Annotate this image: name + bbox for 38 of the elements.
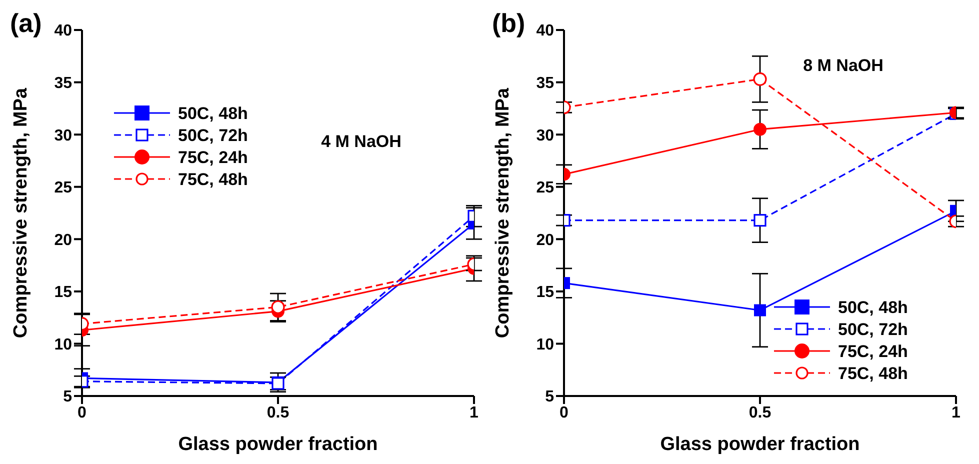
x-tick-label: 0 [78, 404, 87, 422]
legend-label: 50C, 72h [178, 126, 248, 145]
x-tick-label: 0.5 [748, 404, 772, 422]
y-tick-label: 20 [54, 232, 72, 249]
x-tick-label: 1 [952, 404, 961, 422]
y-tick-label: 20 [536, 232, 554, 249]
y-tick-label: 15 [54, 284, 72, 302]
legend-label: 50C, 72h [838, 320, 908, 339]
x-axis-title: Glass powder fraction [178, 434, 378, 455]
legend-label: 75C, 24h [838, 342, 908, 361]
legend-label: 75C, 48h [178, 170, 248, 189]
y-tick-label: 40 [54, 22, 72, 40]
annotation: 4 M NaOH [321, 132, 402, 152]
y-tick-label: 5 [545, 388, 554, 406]
y-tick-label: 40 [536, 22, 554, 40]
y-tick-label: 10 [536, 336, 554, 354]
x-axis-title: Glass powder fraction [660, 434, 860, 455]
y-axis-title: Compressive strength, MPa [10, 87, 32, 338]
legend-label: 75C, 24h [178, 148, 248, 167]
legend-label: 75C, 48h [838, 364, 908, 383]
y-tick-label: 15 [536, 284, 554, 302]
annotation: 8 M NaOH [803, 56, 884, 76]
y-axis-title: Compressive strength, MPa [492, 87, 514, 338]
y-tick-label: 30 [536, 127, 554, 144]
x-tick-label: 1 [470, 404, 479, 422]
y-tick-label: 5 [63, 388, 72, 406]
legend-label: 50C, 48h [838, 298, 908, 317]
chart-title: (a) [10, 8, 42, 39]
y-tick-label: 35 [536, 74, 554, 92]
y-tick-label: 30 [54, 127, 72, 144]
y-tick-label: 10 [54, 336, 72, 354]
y-tick-label: 25 [54, 180, 72, 197]
x-tick-label: 0.5 [266, 404, 290, 422]
chart-title: (b) [492, 8, 526, 39]
y-tick-label: 35 [54, 74, 72, 92]
legend-label: 50C, 48h [178, 104, 248, 123]
x-tick-label: 0 [560, 404, 569, 422]
y-tick-label: 25 [536, 180, 554, 197]
